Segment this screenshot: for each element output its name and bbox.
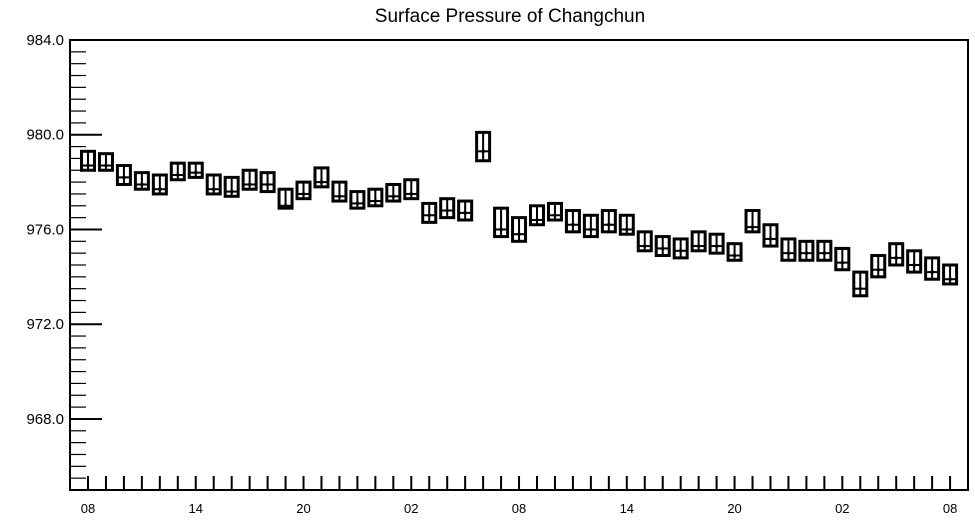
pressure-point (912, 263, 916, 267)
pressure-point (930, 270, 934, 274)
pressure-point (589, 227, 593, 232)
x-tick-label: 14 (620, 501, 634, 516)
y-tick-label: 976.0 (26, 221, 64, 238)
pressure-point (391, 194, 396, 199)
pressure-point (373, 199, 378, 203)
pressure-point (355, 201, 360, 206)
box-markers (80, 130, 959, 298)
y-tick-label: 984.0 (26, 32, 64, 49)
pressure-point (211, 187, 216, 192)
pressure-point (840, 260, 845, 265)
pressure-point (176, 173, 180, 177)
y-tick-label: 972.0 (26, 316, 64, 333)
pressure-point (517, 232, 521, 237)
plot-frame (69, 39, 969, 491)
pressure-point (876, 267, 881, 272)
pressure-point (229, 189, 234, 194)
x-tick-label: 02 (835, 501, 849, 516)
pressure-point (193, 170, 198, 175)
x-tick-label: 14 (189, 501, 203, 516)
pressure-point (104, 163, 108, 168)
pressure-point (122, 175, 126, 180)
pressure-point (678, 248, 683, 253)
pressure-point (499, 227, 503, 232)
pressure-point (948, 277, 952, 282)
pressure-point (696, 244, 701, 248)
y-tick-label: 980.0 (26, 127, 64, 144)
x-tick-label: 20 (727, 501, 741, 516)
x-tick-label: 02 (404, 501, 418, 516)
pressure-point (768, 237, 773, 241)
pressure-point (732, 253, 737, 258)
pressure-point (750, 225, 755, 229)
pressure-point (481, 149, 485, 154)
chart-title: Surface Pressure of Changchun (375, 6, 645, 27)
pressure-point (265, 182, 270, 187)
pressure-point (786, 251, 791, 255)
pressure-point (553, 213, 557, 218)
x-tick-label: 08 (943, 501, 957, 516)
pressure-point (660, 246, 665, 251)
pressure-point (642, 244, 647, 248)
pressure-point (319, 180, 324, 184)
x-tick-label: 20 (296, 501, 310, 516)
pressure-point (445, 208, 450, 213)
pressure-point (858, 286, 863, 291)
pressure-point (140, 182, 144, 187)
pressure-point (463, 211, 467, 215)
pressure-point (301, 192, 306, 196)
y-axis: 984.0 980.0 976.0 972.0 968.0 (26, 32, 102, 491)
pressure-point (158, 187, 162, 192)
pressure-point (804, 251, 809, 255)
pressure-point (894, 256, 898, 260)
pressure-point (607, 222, 611, 227)
x-axis: 08 14 20 02 08 14 20 02 08 (81, 476, 957, 516)
pressure-point (571, 222, 575, 227)
x-tick-label: 08 (512, 501, 526, 516)
pressure-point (535, 218, 539, 222)
x-tick-label: 08 (81, 501, 95, 516)
pressure-point (625, 227, 629, 232)
pressure-point (714, 244, 719, 248)
pressure-point (427, 213, 432, 218)
pressure-point (283, 203, 288, 208)
pressure-point (86, 163, 90, 168)
y-tick-label: 968.0 (26, 411, 64, 428)
pressure-point (409, 192, 414, 196)
pressure-point (337, 194, 342, 199)
pressure-point (822, 251, 827, 255)
pressure-point (247, 182, 252, 187)
